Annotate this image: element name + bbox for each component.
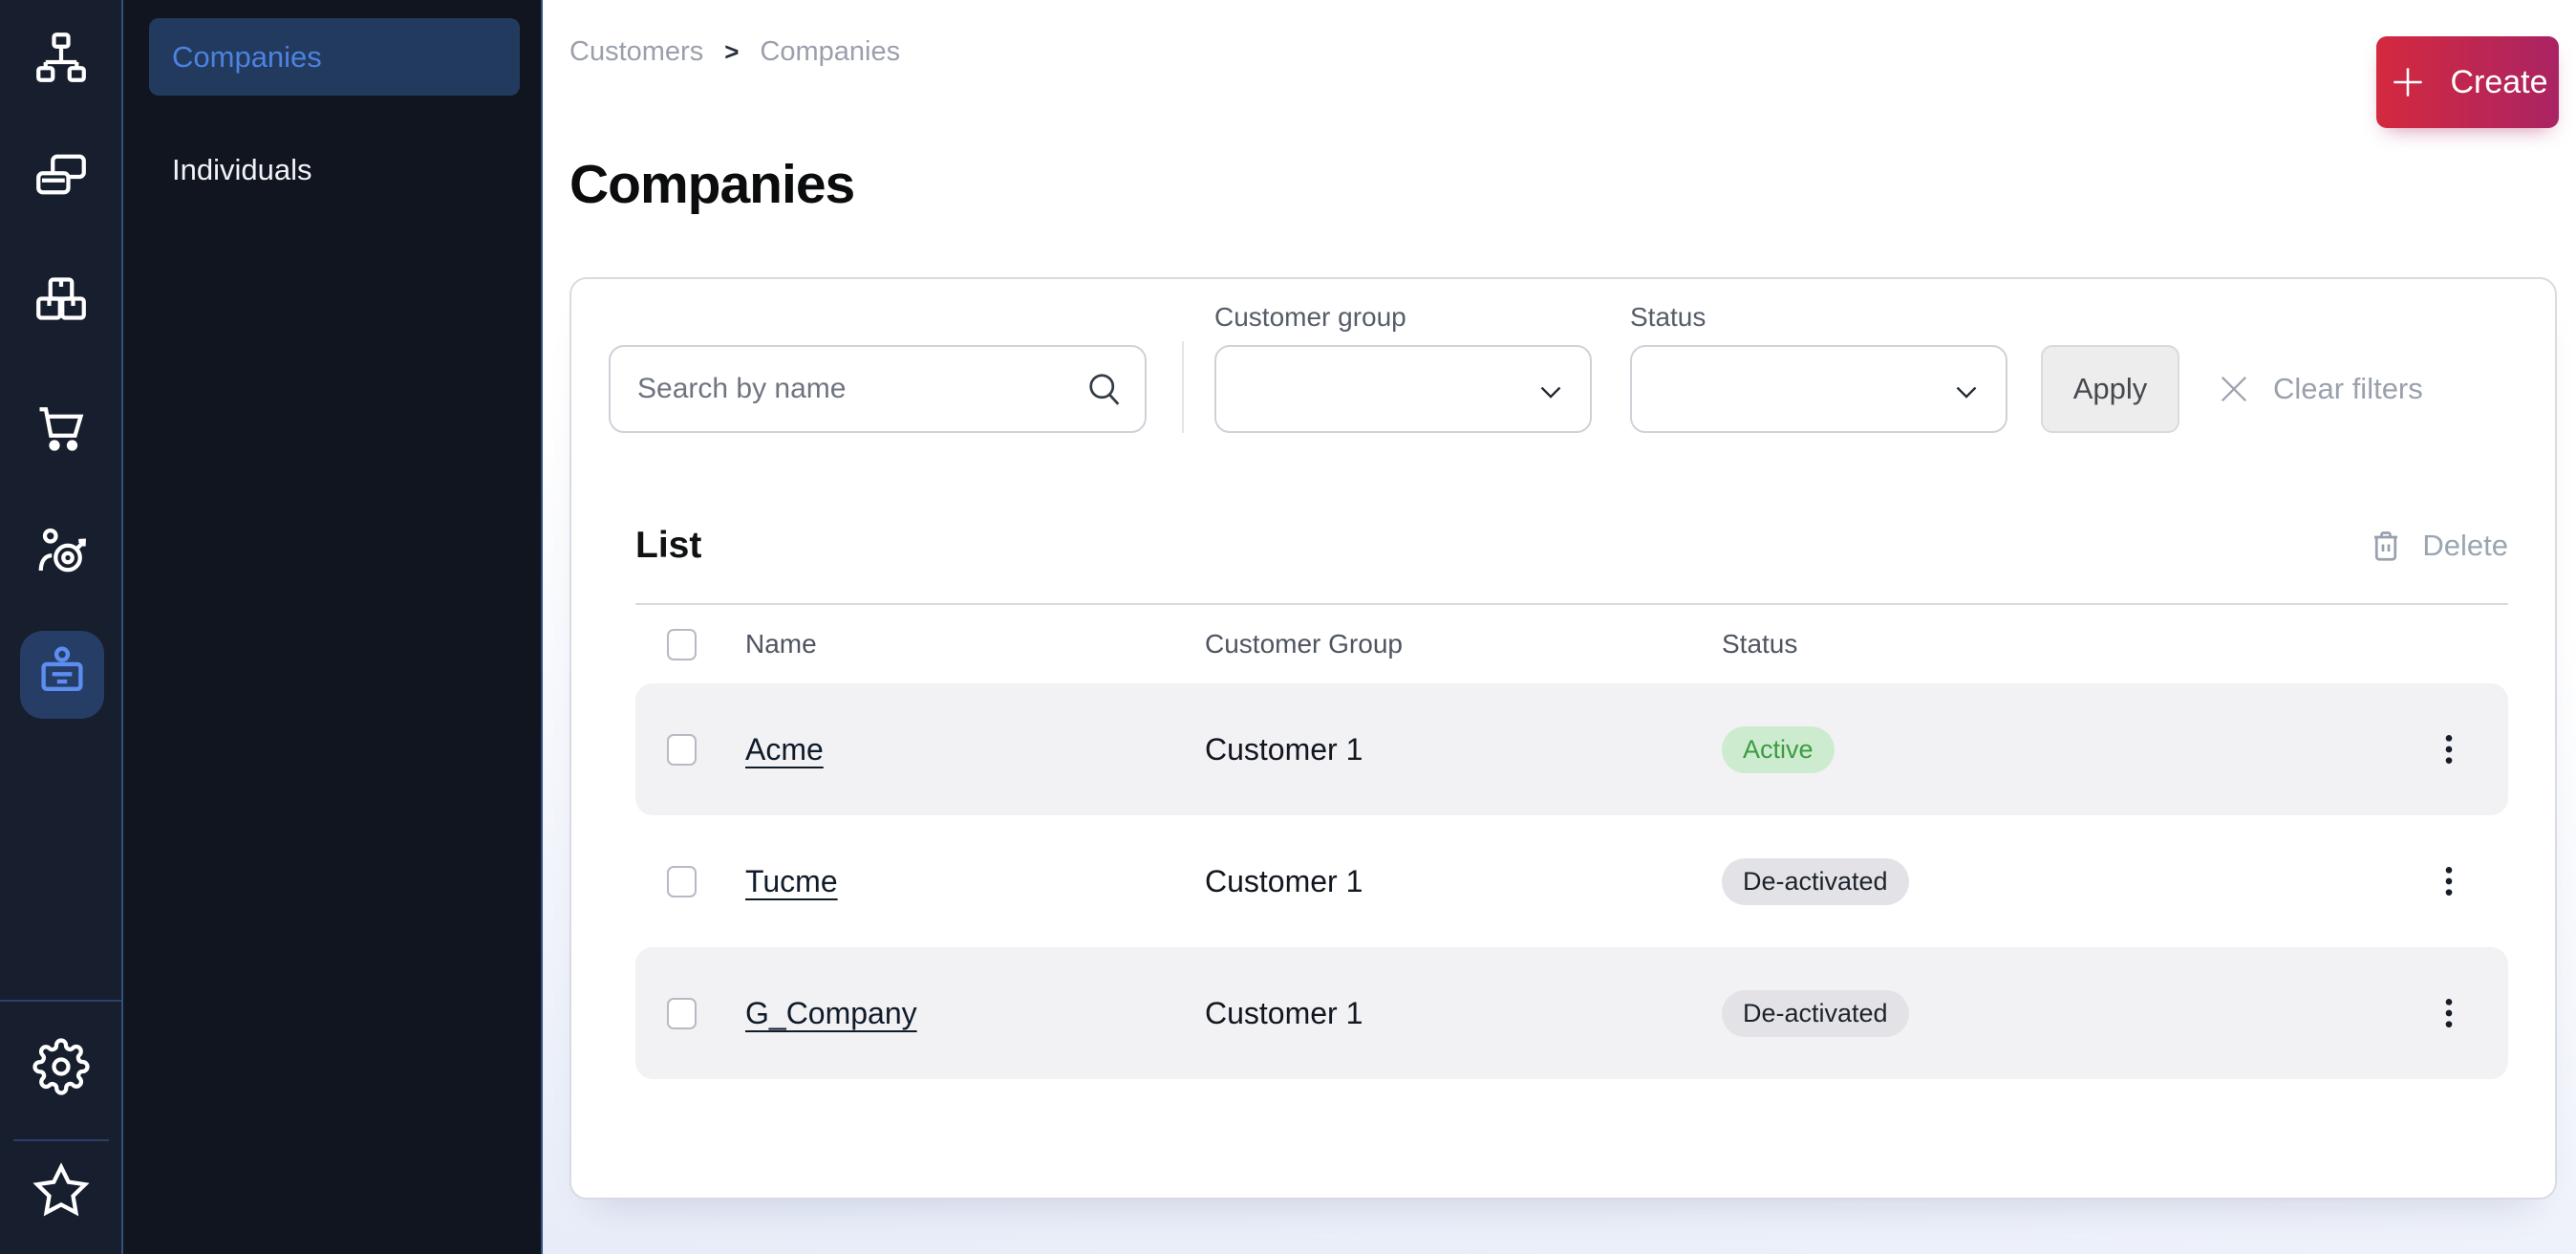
plus-icon (2387, 61, 2429, 103)
clear-filters-label: Clear filters (2273, 372, 2423, 405)
row-menu-kebab-icon[interactable] (2428, 985, 2470, 1041)
page-title: Companies (569, 154, 855, 215)
table-row: Tucme Customer 1 De-activated (635, 815, 2508, 947)
shopping-cart-icon (32, 399, 90, 461)
search-wrap (609, 345, 1147, 433)
sidebar-item-payments[interactable] (0, 150, 121, 207)
list-divider (635, 603, 2508, 605)
chevron-down-icon (1948, 374, 1985, 410)
status-badge: Active (1722, 725, 1835, 773)
breadcrumb-separator: > (724, 37, 740, 66)
audience-target-icon (32, 523, 90, 585)
icon-sidebar (0, 0, 123, 1254)
clear-filters-button[interactable]: Clear filters (2214, 345, 2423, 433)
customers-subnav: Companies Individuals (123, 0, 543, 1254)
filters-divider (1182, 341, 1184, 433)
customer-group-cell: Customer 1 (1205, 731, 1363, 767)
breadcrumb: Customers > Companies (569, 36, 900, 68)
filters-bar: Customer group Status (571, 279, 2555, 471)
status-badge: De-activated (1722, 989, 1909, 1037)
main-content: Customers > Companies Create Companies (543, 0, 2576, 1254)
list-section: List Delete Name (571, 525, 2555, 1079)
payment-cards-icon (32, 148, 90, 210)
trash-icon (2369, 529, 2403, 563)
subnav-item-individuals[interactable]: Individuals (123, 131, 541, 208)
row-checkbox[interactable] (667, 997, 697, 1029)
breadcrumb-companies[interactable]: Companies (760, 36, 901, 67)
row-menu-kebab-icon[interactable] (2428, 722, 2470, 777)
apply-button[interactable]: Apply (2041, 345, 2179, 433)
packages-icon (32, 272, 90, 335)
delete-button[interactable]: Delete (2369, 529, 2508, 563)
status-filter: Status (1630, 302, 2007, 433)
row-checkbox[interactable] (667, 865, 697, 897)
sidebar-item-customers[interactable] (20, 631, 104, 719)
customer-group-select[interactable] (1214, 345, 1592, 433)
select-all-checkbox[interactable] (667, 628, 697, 660)
companies-card: Customer group Status (569, 277, 2557, 1200)
table-row: G_Company Customer 1 De-activated (635, 947, 2508, 1079)
close-icon (2214, 369, 2254, 409)
customer-group-cell: Customer 1 (1205, 863, 1363, 898)
create-button[interactable]: Create (2376, 36, 2559, 128)
org-chart-icon (32, 29, 90, 91)
company-name-link[interactable]: Tucme (745, 863, 838, 898)
chevron-down-icon (1533, 374, 1569, 410)
search-input[interactable] (609, 345, 1147, 433)
company-name-link[interactable]: G_Company (745, 995, 917, 1030)
company-name-link[interactable]: Acme (745, 731, 824, 767)
column-header-customer-group: Customer Group (1205, 629, 1403, 659)
subnav-item-label: Individuals (172, 152, 312, 186)
delete-button-label: Delete (2422, 529, 2508, 562)
list-title: List (635, 525, 702, 566)
row-checkbox[interactable] (667, 733, 697, 766)
status-select[interactable] (1630, 345, 2007, 433)
subnav-item-label: Companies (172, 39, 322, 74)
subnav-item-companies[interactable]: Companies (149, 18, 520, 96)
customer-group-cell: Customer 1 (1205, 995, 1363, 1030)
sidebar-item-favorites[interactable] (0, 1161, 121, 1224)
table-header-row: Name Customer Group Status (635, 605, 2508, 683)
breadcrumb-customers[interactable]: Customers (569, 36, 704, 67)
list-header: List Delete (635, 525, 2508, 567)
sidebar-item-settings[interactable] (0, 1037, 121, 1100)
row-menu-kebab-icon[interactable] (2428, 854, 2470, 909)
status-badge: De-activated (1722, 857, 1909, 905)
sidebar-item-orders[interactable] (0, 400, 121, 458)
customers-badge-icon (32, 643, 92, 707)
sidebar-divider (0, 1000, 121, 1002)
sidebar-item-products[interactable] (0, 274, 121, 332)
table-row: Acme Customer 1 Active (635, 683, 2508, 815)
customer-group-label: Customer group (1214, 302, 1406, 332)
sidebar-divider (13, 1139, 109, 1141)
favorites-star-icon (32, 1161, 90, 1224)
sidebar-item-org-chart[interactable] (0, 31, 121, 88)
create-button-label: Create (2450, 63, 2548, 100)
sidebar-item-marketing[interactable] (0, 525, 121, 582)
status-label: Status (1630, 302, 1707, 332)
column-header-name: Name (745, 629, 817, 659)
customer-group-filter: Customer group (1214, 302, 1592, 433)
settings-gear-icon (32, 1037, 90, 1100)
column-header-status: Status (1722, 629, 1798, 659)
